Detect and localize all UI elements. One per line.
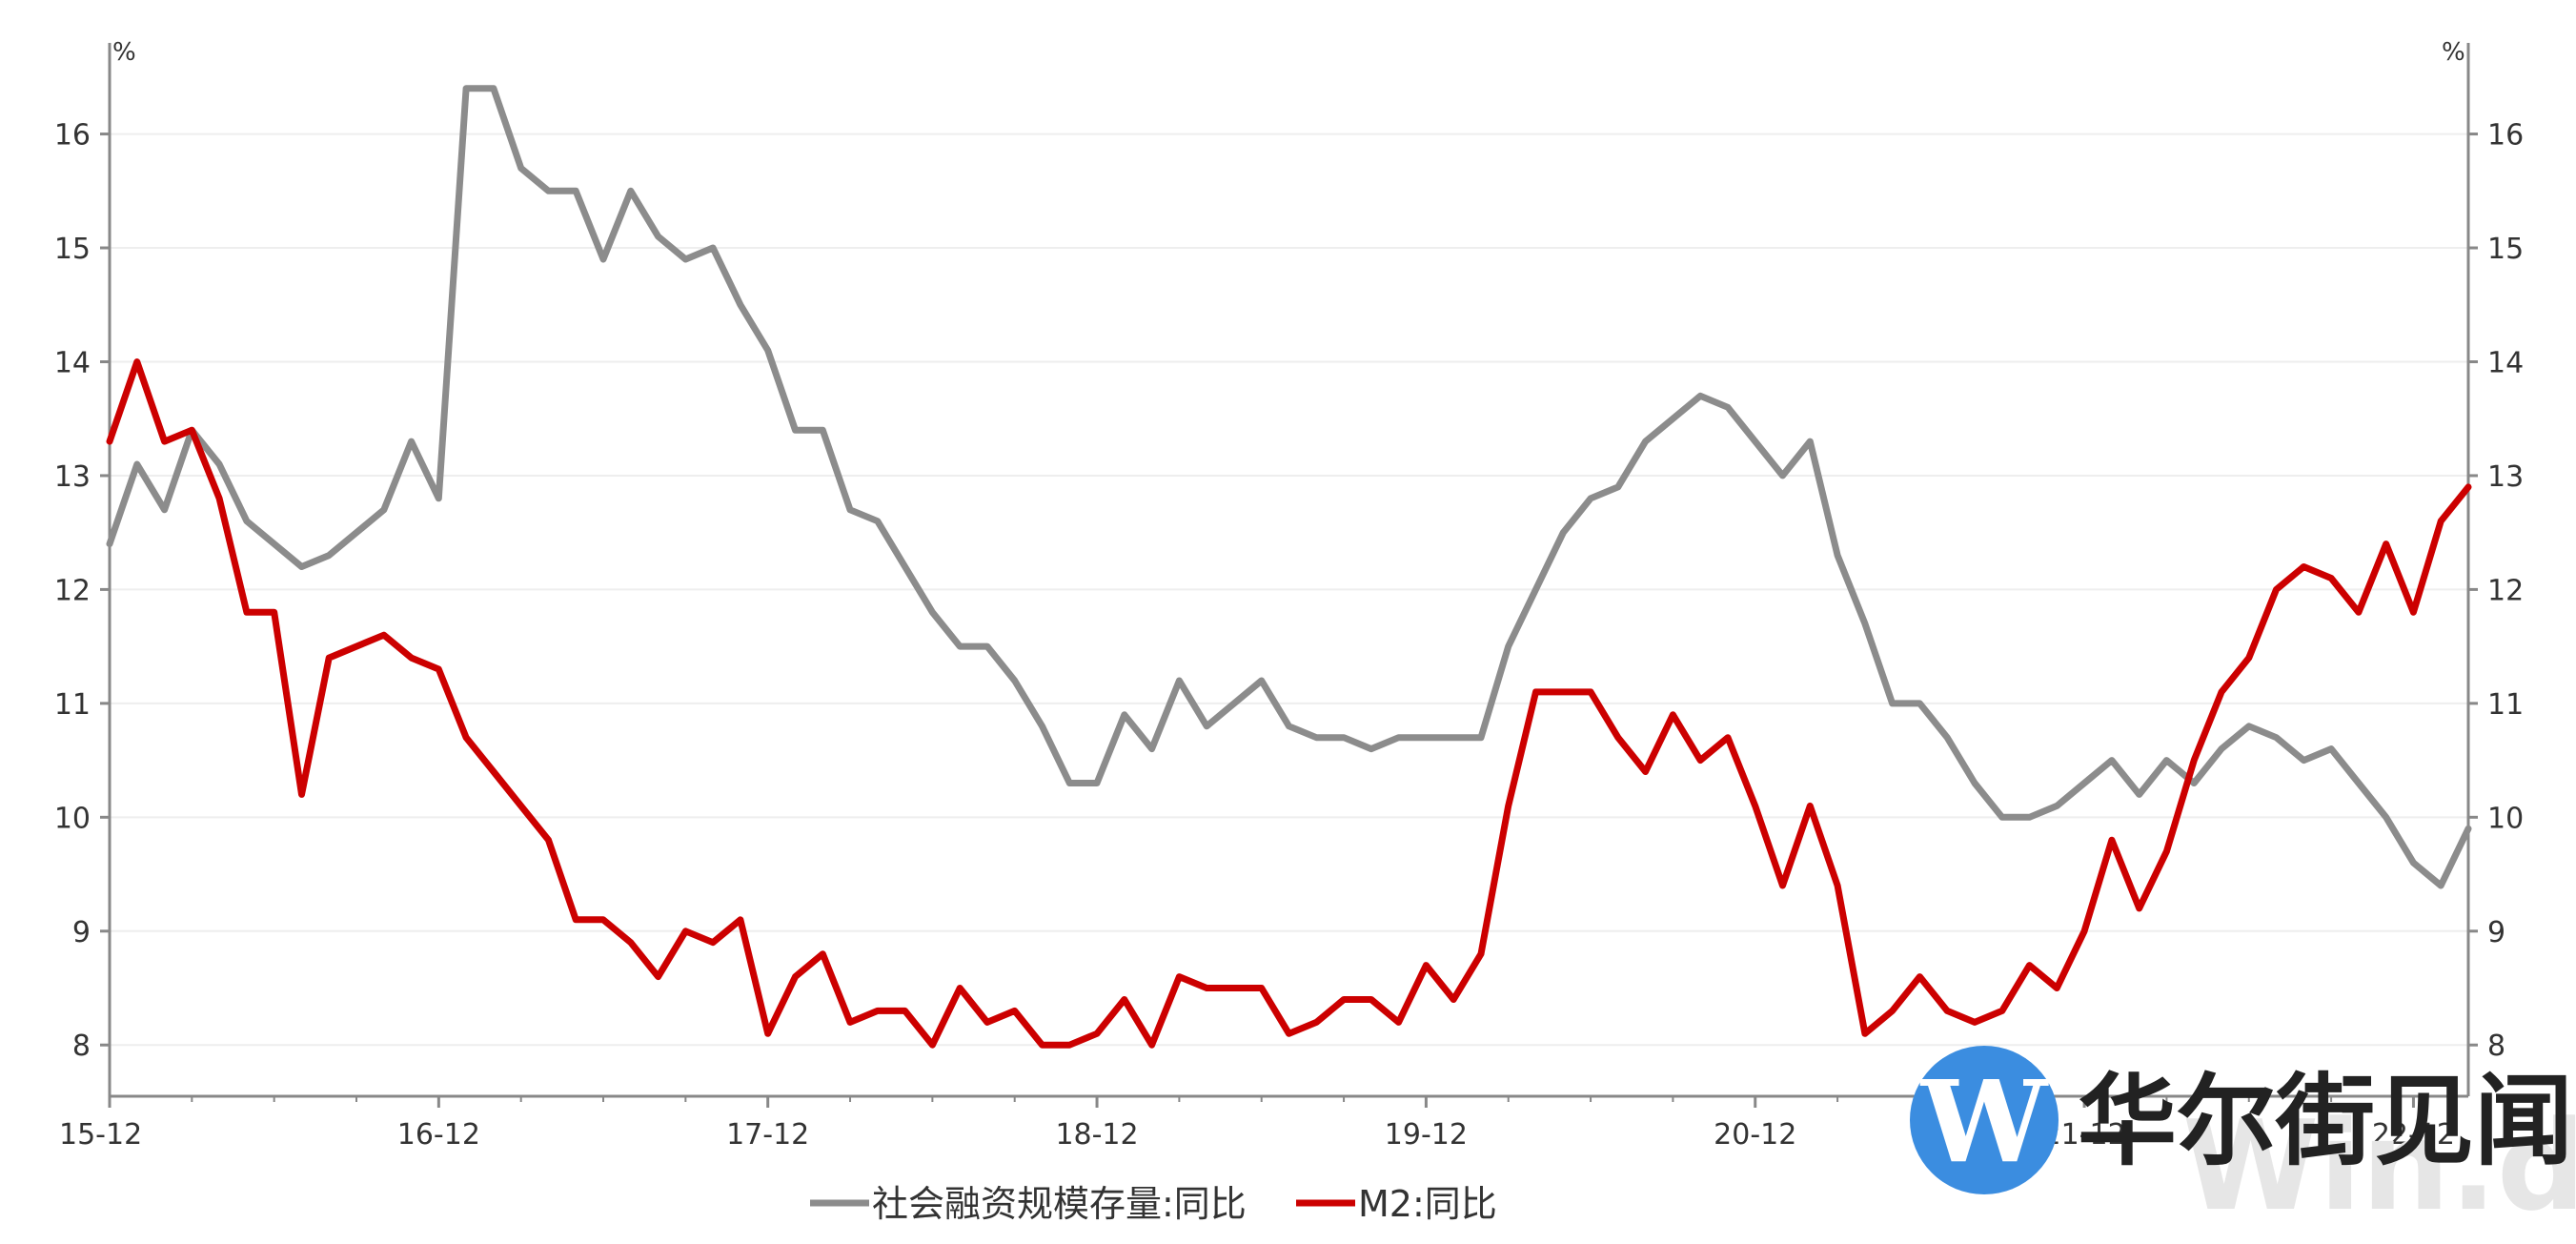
watermark-brand-text: 华尔街见闻 — [2078, 1063, 2573, 1179]
watermark-logo-letter: W — [1919, 1055, 2049, 1188]
left-tick-label-8: 8 — [72, 1030, 91, 1063]
left-tick-label-16: 16 — [54, 119, 91, 153]
watermark: Win.d W 华尔街见闻 — [1910, 1046, 2576, 1238]
right-tick-label-15: 15 — [2487, 233, 2524, 266]
left-tick-label-9: 9 — [72, 916, 91, 949]
left-tick-label-12: 12 — [54, 574, 91, 607]
right-tick-label-8: 8 — [2487, 1030, 2505, 1063]
left-tick-label-10: 10 — [54, 802, 91, 835]
series-lines — [110, 89, 2468, 1045]
left-tick-label-15: 15 — [54, 233, 91, 266]
legend: 社会融资规模存量:同比 M2:同比 — [810, 1183, 1497, 1225]
right-y-ticks: 8 9 10 11 12 13 14 15 16 — [2468, 119, 2524, 1064]
right-tick-label-10: 10 — [2487, 802, 2524, 835]
legend-label-m2: M2:同比 — [1358, 1183, 1497, 1225]
x-tick-label-17-12: 17-12 — [726, 1118, 809, 1152]
right-tick-label-16: 16 — [2487, 119, 2524, 153]
left-tick-label-11: 11 — [54, 688, 91, 722]
x-tick-label-18-12: 18-12 — [1055, 1118, 1138, 1152]
series-line-social-financing — [110, 89, 2468, 886]
axes — [110, 43, 2468, 1096]
x-tick-label-15-12: 15-12 — [59, 1118, 142, 1152]
left-tick-label-14: 14 — [54, 346, 91, 379]
x-tick-label-20-12: 20-12 — [1714, 1118, 1796, 1152]
legend-label-social-financing: 社会融资规模存量:同比 — [872, 1183, 1247, 1225]
right-tick-label-13: 13 — [2487, 460, 2524, 494]
right-tick-label-14: 14 — [2487, 346, 2524, 379]
left-axis-unit: % — [112, 38, 136, 67]
x-tick-label-16-12: 16-12 — [397, 1118, 480, 1152]
right-tick-label-11: 11 — [2487, 688, 2524, 722]
gridlines — [110, 134, 2468, 1046]
right-axis-unit: % — [2442, 38, 2465, 67]
right-tick-label-9: 9 — [2487, 916, 2505, 949]
left-tick-label-13: 13 — [54, 460, 91, 494]
left-y-ticks: 8 9 10 11 12 13 14 15 16 — [54, 119, 110, 1064]
x-tick-label-19-12: 19-12 — [1385, 1118, 1468, 1152]
right-tick-label-12: 12 — [2487, 574, 2524, 607]
